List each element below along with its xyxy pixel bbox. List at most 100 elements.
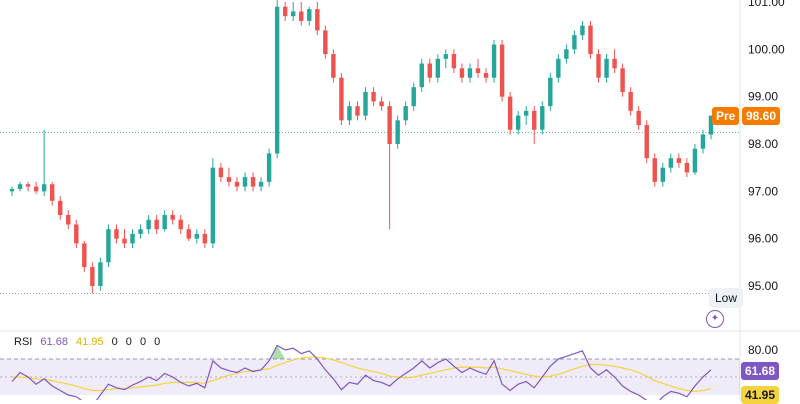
- candle-body: [74, 224, 79, 244]
- candle-body: [532, 110, 537, 130]
- candle-body: [146, 219, 151, 230]
- candle-body: [274, 6, 280, 154]
- candle-body: [387, 106, 392, 144]
- low-marker-label: Low: [709, 288, 744, 308]
- candle-body: [291, 11, 296, 17]
- candle-body: [708, 115, 714, 135]
- candle-body: [427, 63, 432, 78]
- candle-body: [98, 262, 103, 286]
- candle-body: [250, 177, 256, 187]
- candle-body: [17, 184, 23, 189]
- candle-body: [612, 58, 617, 69]
- candle-body: [307, 9, 312, 21]
- candle-body: [620, 68, 625, 92]
- candle-body: [700, 134, 706, 149]
- candle-body: [692, 148, 698, 173]
- candle-body: [523, 110, 529, 116]
- rsi-ma-axis-value: 41.95: [741, 386, 780, 404]
- candle-body: [652, 158, 657, 182]
- candle-body: [282, 6, 288, 17]
- candle-body: [25, 184, 31, 187]
- candle-body: [548, 77, 553, 107]
- price-tick-label: 98.00: [748, 137, 778, 151]
- rsi-legend: RSI 61.68 41.95 0 0 0 0: [14, 336, 165, 348]
- candle-body: [588, 25, 593, 55]
- candle-body: [395, 120, 400, 144]
- candle-body: [403, 106, 408, 121]
- candle-body: [323, 30, 328, 55]
- rsi-ma-value: 41.95: [76, 336, 104, 348]
- rsi-tick-label: 80.00: [748, 343, 778, 357]
- candle-body: [178, 219, 183, 230]
- candle-body: [491, 44, 497, 78]
- target-icon[interactable]: ✦: [706, 310, 724, 328]
- candle-body: [684, 162, 690, 173]
- candle-body: [507, 96, 513, 130]
- rsi-line: [11, 344, 712, 400]
- candle-body: [170, 215, 175, 220]
- rsi-param-4: 0: [154, 336, 161, 348]
- candle-body: [154, 219, 159, 230]
- candle-body: [186, 229, 191, 239]
- candle-body: [162, 215, 167, 230]
- candle-body: [371, 91, 376, 102]
- price-tick-label: 97.00: [748, 184, 778, 198]
- candle-body: [258, 181, 264, 187]
- candle-body: [580, 25, 585, 36]
- candle-body: [315, 9, 320, 31]
- candle-body: [82, 243, 87, 268]
- rsi-ma-line: [12, 356, 712, 393]
- candle-body: [556, 58, 561, 78]
- candle-body: [299, 11, 304, 21]
- candle-body: [419, 63, 424, 88]
- candle-body: [130, 233, 135, 244]
- candle-body: [138, 229, 143, 234]
- candle-body: [572, 35, 577, 50]
- candle-body: [114, 229, 119, 239]
- price-tick-label: 96.00: [748, 232, 778, 246]
- candle-body: [242, 177, 248, 187]
- last-price-label: 98.60: [742, 107, 781, 125]
- candle-body: [483, 73, 489, 78]
- candle-body: [564, 49, 569, 59]
- candle-body: [331, 54, 336, 78]
- candle-body: [218, 167, 224, 178]
- candle-body: [90, 267, 95, 286]
- candle-body: [41, 184, 47, 192]
- rsi-value: 61.68: [40, 336, 68, 348]
- candle-body: [49, 184, 55, 201]
- candle-body: [210, 167, 216, 244]
- candle-body: [443, 54, 449, 59]
- candle-body: [66, 215, 71, 225]
- candle-body: [266, 153, 272, 182]
- candle-body: [636, 110, 641, 126]
- candle-body: [347, 106, 352, 121]
- candle-body: [339, 77, 344, 121]
- rsi-param-3: 0: [139, 336, 147, 348]
- candle-body: [515, 115, 521, 130]
- rsi-param-2: 0: [125, 336, 132, 348]
- candle-body: [604, 58, 609, 78]
- rsi-label: RSI: [14, 336, 33, 348]
- candle-body: [202, 233, 208, 244]
- candle-body: [660, 167, 665, 182]
- candle-body: [355, 106, 360, 116]
- candle-body: [435, 58, 441, 78]
- price-tick-label: 99.00: [748, 90, 778, 104]
- price-tick-label: 95.00: [748, 279, 778, 293]
- candle-body: [499, 44, 505, 97]
- rsi-overbought-fill: [271, 345, 286, 359]
- candle-body: [644, 125, 649, 159]
- rsi-param-1: 0: [111, 336, 118, 348]
- price-tick-label: 100.00: [748, 42, 785, 56]
- candle-body: [226, 177, 232, 182]
- candle-body: [459, 68, 465, 78]
- candle-body: [58, 200, 63, 215]
- candle-body: [363, 91, 368, 116]
- candle-body: [9, 188, 15, 192]
- candle-body: [411, 87, 416, 107]
- candle-body: [676, 158, 682, 163]
- candle-body: [122, 238, 127, 244]
